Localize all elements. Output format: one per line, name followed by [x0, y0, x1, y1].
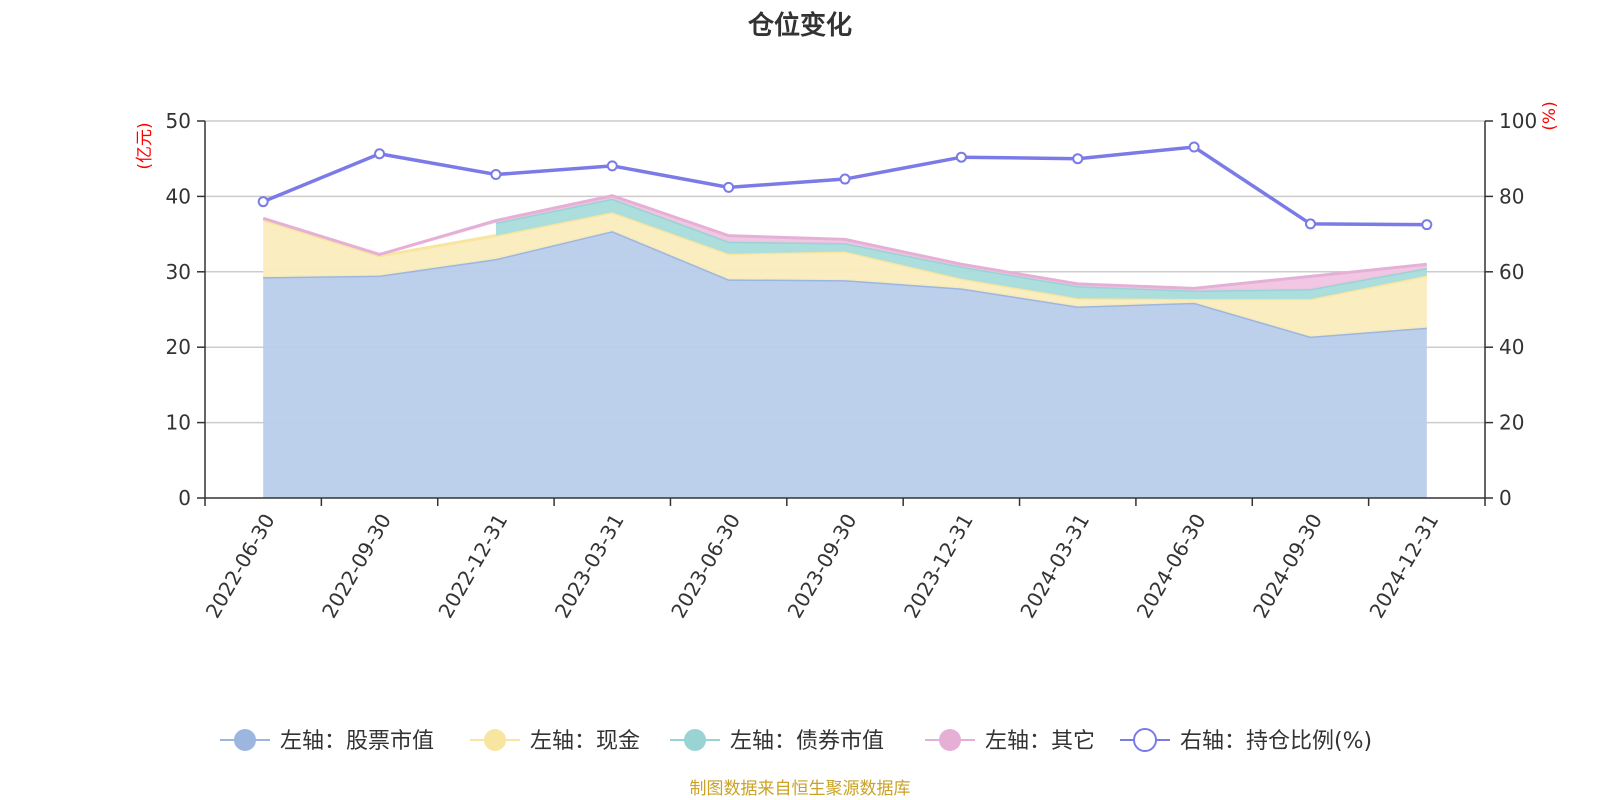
ratio-line-series	[257, 141, 1433, 231]
ratio-point	[1304, 218, 1316, 230]
ratio-point	[723, 181, 735, 193]
left-tick-label: 40	[166, 184, 191, 208]
chart-title: 仓位变化	[747, 10, 852, 41]
x-tick-label: 2023-03-31	[550, 510, 629, 623]
ratio-point	[374, 148, 386, 160]
ratio-point	[606, 160, 618, 172]
ratio-point	[1421, 219, 1433, 231]
ratio-point	[955, 151, 967, 163]
right-tick-label: 40	[1499, 335, 1524, 359]
right-tick-label: 20	[1499, 411, 1524, 435]
area-series	[262, 194, 1428, 499]
x-tick-label: 2022-09-30	[317, 510, 396, 623]
legend-marker	[1133, 728, 1157, 752]
area-左轴：债券市值	[495, 198, 1427, 299]
ratio-point	[490, 169, 502, 181]
left-tick-label: 0	[178, 486, 191, 510]
legend-item[interactable]: 左轴：股票市值	[220, 729, 434, 754]
ratio-point	[257, 196, 269, 208]
x-tick-label: 2024-06-30	[1132, 510, 1211, 623]
right-tick-label: 100	[1499, 109, 1537, 133]
right-tick-label: 80	[1499, 184, 1524, 208]
area-左轴：其它	[263, 195, 1427, 291]
legend-label: 左轴：其它	[985, 729, 1095, 754]
source-note: 制图数据来自恒生聚源数据库	[690, 779, 911, 799]
legend-marker	[484, 729, 506, 751]
legend-marker	[939, 729, 961, 751]
x-tick-label: 2024-12-31	[1364, 510, 1443, 623]
legend-label: 左轴：股票市值	[280, 729, 434, 754]
legend-item[interactable]: 左轴：债券市值	[670, 729, 884, 754]
legend-item[interactable]: 右轴：持仓比例(%)	[1120, 728, 1372, 754]
left-tick-label: 50	[166, 109, 191, 133]
area-左轴：股票市值	[263, 231, 1427, 499]
ratio-point	[1072, 153, 1084, 165]
left-tick-label: 10	[166, 411, 191, 435]
x-tick-label: 2023-09-30	[783, 510, 862, 623]
legend-item[interactable]: 左轴：其它	[925, 729, 1095, 754]
legend-label: 左轴：现金	[530, 729, 640, 754]
x-tick-label: 2024-09-30	[1248, 510, 1327, 623]
right-axis-name: (%)	[1540, 101, 1560, 130]
ratio-point	[839, 173, 851, 185]
x-tick-label: 2023-12-31	[899, 510, 978, 623]
area-line-左轴：其它	[262, 194, 1427, 290]
x-tick-label: 2022-06-30	[201, 510, 280, 623]
left-axis-name: (亿元)	[135, 122, 155, 169]
legend-label: 右轴：持仓比例(%)	[1180, 729, 1372, 754]
legend-label: 左轴：债券市值	[730, 729, 884, 754]
x-tick-label: 2023-06-30	[666, 510, 745, 623]
legend-marker	[234, 729, 256, 751]
legend-marker	[684, 729, 706, 751]
ratio-point	[1188, 141, 1200, 153]
left-tick-label: 30	[166, 260, 191, 284]
x-tick-label: 2022-12-31	[433, 509, 512, 622]
area-左轴：现金	[263, 212, 1427, 337]
x-tick-label: 2024-03-31	[1015, 510, 1094, 623]
right-tick-label: 60	[1499, 260, 1524, 284]
right-tick-label: 0	[1499, 486, 1512, 510]
ratio-line	[262, 145, 1427, 227]
legend-item[interactable]: 左轴：现金	[470, 729, 640, 754]
left-tick-label: 20	[166, 335, 191, 359]
legend[interactable]: 左轴：股票市值 左轴：现金 左轴：债券市值 左轴：其它 右轴：持仓比例(%)	[220, 728, 1372, 754]
